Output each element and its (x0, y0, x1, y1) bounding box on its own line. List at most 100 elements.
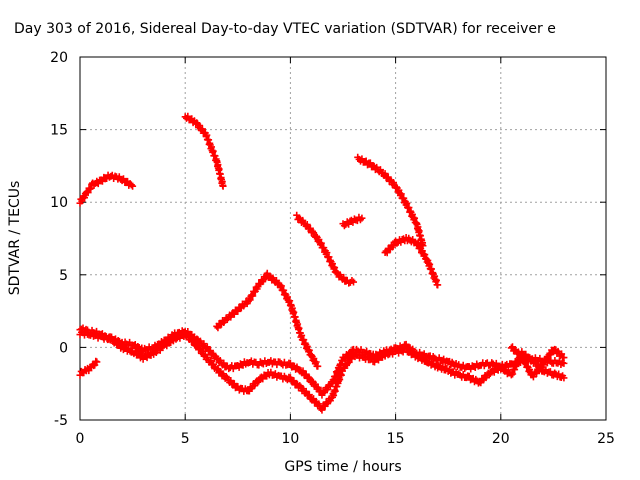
data-point (558, 350, 566, 358)
plot-frame (79, 56, 607, 421)
x-tick-label: 0 (76, 431, 85, 447)
series-2 (76, 327, 568, 399)
series-10 (507, 343, 568, 381)
data-point (533, 370, 541, 378)
data-points (76, 112, 568, 414)
data-point (134, 343, 142, 351)
data-point (314, 362, 322, 370)
data-point (560, 374, 568, 382)
data-point (302, 387, 310, 395)
data-point (421, 251, 429, 259)
x-tick-label: 25 (597, 431, 615, 447)
data-point (190, 337, 198, 345)
series-5 (213, 269, 322, 370)
y-tick-label: 20 (50, 50, 68, 66)
data-point (498, 363, 506, 371)
data-point (213, 354, 221, 362)
y-axis-label: SDTVAR / TECUs (7, 181, 23, 296)
data-point (434, 281, 442, 289)
data-point (317, 239, 325, 247)
data-point (310, 229, 318, 237)
data-point (345, 358, 353, 366)
data-point (551, 369, 559, 377)
data-point (340, 222, 348, 230)
data-point (227, 313, 235, 321)
data-point (86, 185, 94, 193)
data-point (397, 190, 405, 198)
series-4 (181, 112, 227, 190)
data-point (227, 377, 235, 385)
data-point (186, 334, 194, 342)
series-9 (381, 234, 442, 289)
data-point (350, 278, 358, 286)
data-point (303, 221, 311, 229)
series-0 (76, 171, 137, 207)
data-point (94, 180, 102, 188)
data-point (251, 382, 259, 390)
x-tick-label: 5 (181, 431, 190, 447)
data-point (222, 373, 230, 381)
data-point (529, 373, 537, 381)
data-point (560, 354, 568, 362)
data-point (112, 337, 120, 345)
y-tick-label: 15 (50, 123, 68, 139)
data-point (172, 335, 180, 343)
data-point (93, 358, 101, 366)
data-point (305, 391, 313, 399)
series-6 (293, 211, 358, 287)
data-point (402, 345, 410, 353)
data-point (546, 368, 554, 376)
series-7 (339, 213, 366, 230)
x-axis-label: GPS time / hours (284, 459, 401, 475)
data-point (383, 249, 391, 257)
data-point (414, 240, 422, 248)
data-point (358, 214, 366, 222)
data-point (272, 276, 280, 284)
data-point (419, 354, 427, 362)
data-point (127, 181, 135, 189)
x-tick-label: 10 (281, 431, 299, 447)
chart-title: Day 303 of 2016, Sidereal Day-to-day VTE… (14, 21, 556, 37)
y-tick-label: 5 (59, 268, 68, 284)
data-point (340, 273, 348, 281)
series-8 (354, 153, 427, 250)
x-tick-label: 20 (492, 431, 510, 447)
data-point (544, 354, 552, 362)
data-point (393, 239, 401, 247)
x-tick-label: 15 (387, 431, 405, 447)
data-point (129, 182, 137, 190)
data-point (101, 332, 109, 340)
data-point (156, 346, 164, 354)
data-point (420, 350, 428, 358)
data-point (323, 386, 331, 394)
data-point (220, 359, 228, 367)
data-point (340, 355, 348, 363)
data-point (286, 374, 294, 382)
data-point (206, 356, 214, 364)
data-point (84, 189, 92, 197)
data-point (81, 194, 89, 202)
data-point (254, 378, 262, 386)
data-point (376, 166, 384, 174)
data-point (249, 292, 257, 300)
data-point (314, 383, 322, 391)
y-tick-label: -5 (54, 413, 68, 429)
data-point (485, 371, 493, 379)
data-point (304, 373, 312, 381)
data-point (308, 227, 316, 235)
data-point (203, 343, 211, 351)
data-point (246, 296, 254, 304)
data-point (299, 367, 307, 375)
y-tick-label: 10 (50, 195, 68, 211)
data-point (295, 214, 303, 222)
series-1 (76, 357, 101, 379)
data-point (198, 125, 206, 133)
ticks: 0 5 10 15 20 25 -5 0 5 10 15 20 (50, 50, 615, 447)
data-point (85, 367, 93, 375)
y-tick-label: 0 (59, 340, 68, 356)
data-point (318, 406, 326, 414)
series-3 (76, 324, 568, 414)
data-point (547, 351, 555, 359)
data-point (219, 182, 227, 190)
